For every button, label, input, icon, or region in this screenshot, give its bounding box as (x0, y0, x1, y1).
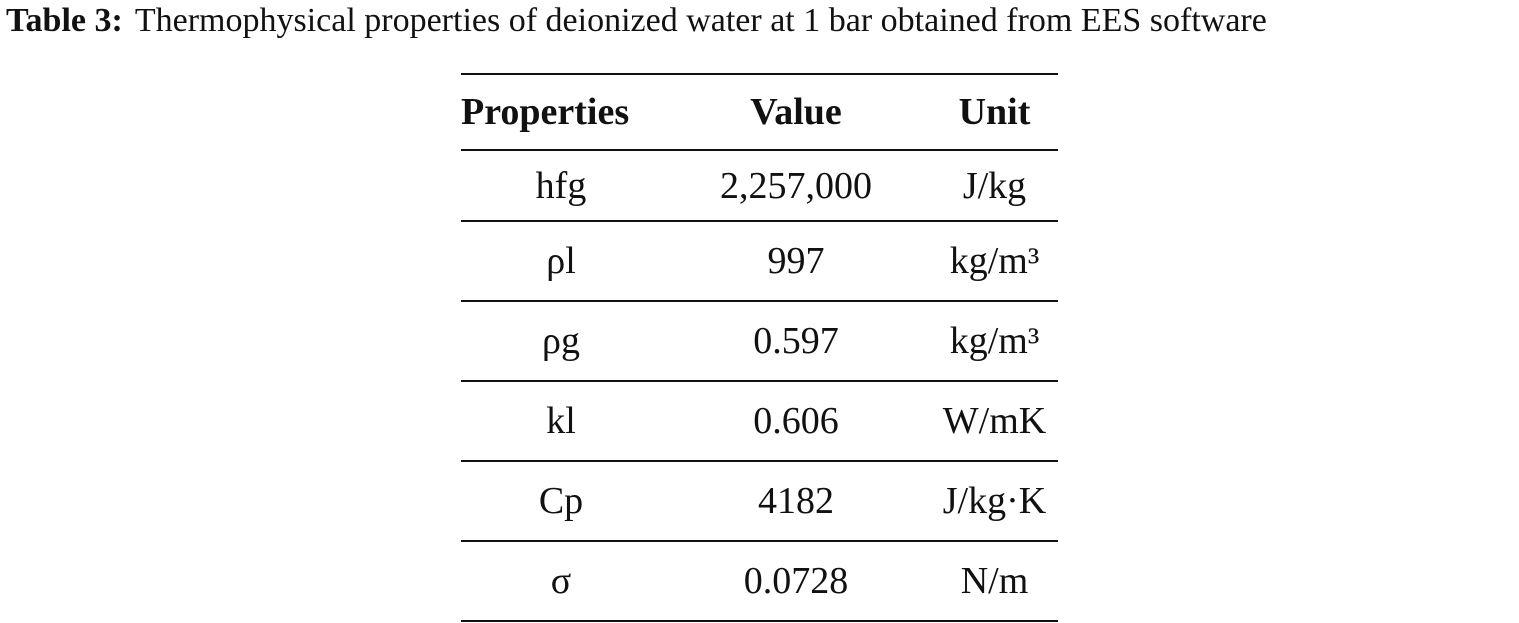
table-cell: 997 (767, 240, 825, 282)
table-row: Cp 4182 J/kg·K (461, 462, 1058, 542)
table-cell: kl (546, 400, 576, 442)
table-cell: Cp (538, 480, 584, 522)
header-cell: Properties (461, 91, 630, 133)
table-cell: 4182 (758, 480, 834, 522)
table-row: ρl 997 kg/m³ (461, 222, 1058, 302)
table-cell: 0.597 (753, 320, 839, 362)
table-cell: σ (550, 560, 572, 602)
header-cell: Value (750, 91, 842, 133)
table-cell: W/mK (942, 400, 1047, 442)
table-row: σ 0.0728 N/m (461, 542, 1058, 622)
table-cell: 0.606 (753, 400, 839, 442)
table-cell: 0.0728 (743, 560, 849, 602)
table-cell: ρl (546, 240, 576, 282)
header-cell: Unit (958, 91, 1031, 133)
caption-text: Thermophysical properties of deionized w… (134, 2, 1267, 39)
table-cell: N/m (960, 560, 1029, 602)
caption-label: Table 3: (6, 2, 123, 39)
table-row: ρg 0.597 kg/m³ (461, 302, 1058, 382)
table-caption: Table 3: Thermophysical properties of dei… (0, 0, 1519, 42)
table-cell: kg/m³ (949, 240, 1040, 282)
table-cell: J/kg (962, 164, 1027, 207)
table-row: hfg 2,257,000 J/kg (461, 151, 1058, 222)
header-row: Properties Value Unit (461, 75, 1058, 151)
table: Properties Value Unit hfg 2,257,000 J/kg ρl 997… (461, 73, 1058, 622)
table-cell: ρg (542, 320, 580, 362)
table-cell: kg/m³ (949, 320, 1040, 362)
table-cell: J/kg·K (942, 480, 1047, 522)
table-cell: 2,257,000 (720, 164, 872, 207)
table-cell: hfg (535, 164, 587, 207)
table-row: kl 0.606 W/mK (461, 382, 1058, 462)
